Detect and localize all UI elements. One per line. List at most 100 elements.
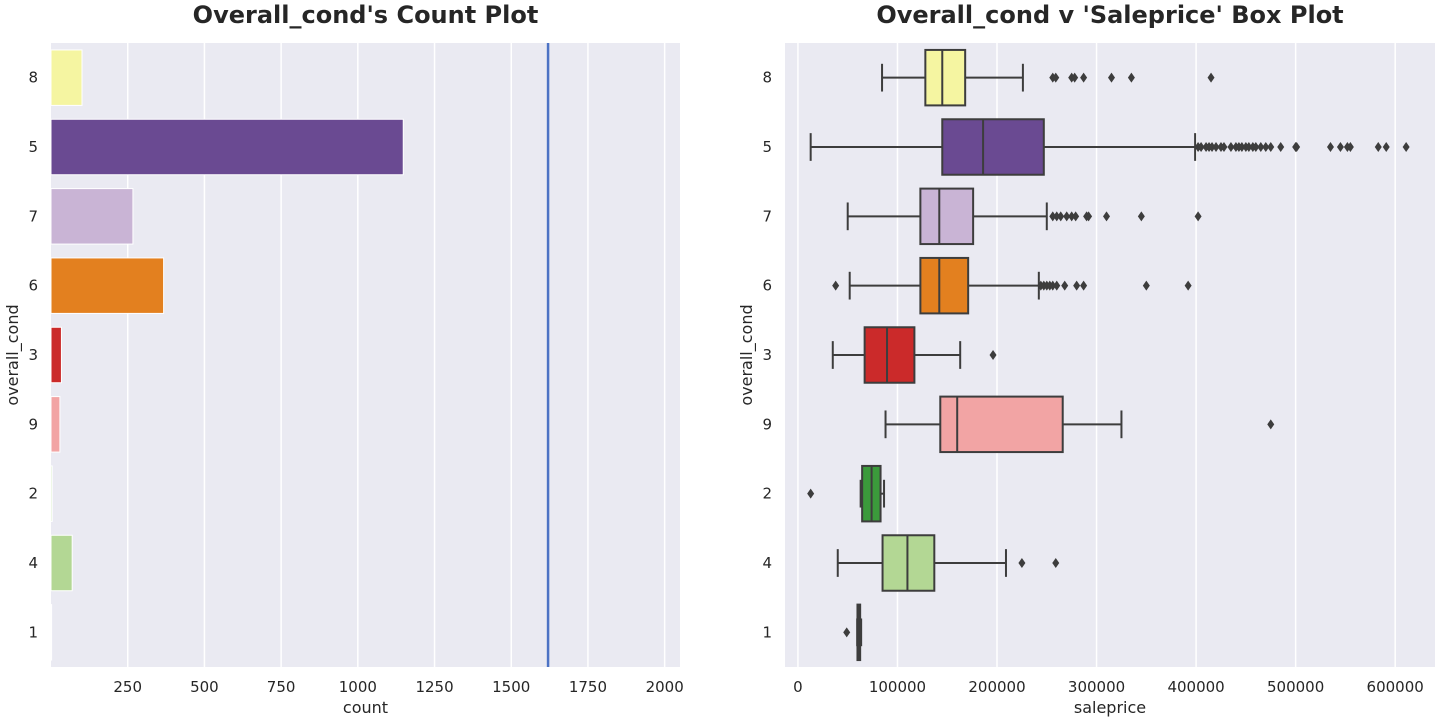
box-outlier — [843, 627, 851, 638]
box-plot-x-tick-label: 500000 — [1267, 678, 1324, 696]
box-outlier — [1072, 211, 1080, 222]
box-outlier — [1137, 211, 1145, 222]
box-outlier — [1107, 72, 1115, 83]
box-outlier — [1052, 72, 1060, 83]
box-outlier — [1277, 142, 1285, 152]
box-plot-x-tick-label: 600000 — [1367, 678, 1424, 696]
box-plot-y-tick-label: 5 — [762, 138, 772, 156]
count-plot-x-tick-label: 750 — [267, 678, 296, 696]
count-bar-1 — [50, 604, 53, 661]
box-7 — [846, 187, 1202, 246]
box-2 — [807, 464, 886, 523]
box-outlier — [1207, 72, 1215, 83]
box-plot-y-tick-label: 9 — [762, 415, 772, 433]
count-plot-y-tick-label: 5 — [28, 138, 38, 156]
box-plot-y-tick-label: 4 — [762, 554, 772, 572]
box-plot-x-label: saleprice — [1074, 698, 1146, 717]
box-plot-y-tick-label: 8 — [762, 69, 772, 87]
box-outlier — [1245, 142, 1253, 152]
box-outlier — [1049, 280, 1057, 291]
box-outlier — [1402, 142, 1410, 152]
count-bar-2 — [50, 465, 53, 522]
count-plot-bars — [50, 49, 404, 661]
box-outlier — [1073, 280, 1081, 291]
box-outlier — [1208, 142, 1216, 152]
box-outlier — [1080, 72, 1088, 83]
box-plot-y-tick-label: 7 — [762, 207, 772, 225]
box-outlier — [1080, 280, 1088, 291]
box-outlier — [1382, 142, 1390, 152]
box-outlier — [1326, 142, 1334, 152]
box-outlier — [1267, 419, 1275, 430]
box-outlier — [1293, 142, 1301, 152]
box-plot-x-tick-label: 100000 — [869, 678, 926, 696]
box-outlier — [1063, 211, 1071, 222]
box-outlier — [1071, 72, 1079, 83]
box-8 — [881, 48, 1215, 107]
box-plot-y-label: overall_cond — [737, 304, 757, 405]
box-outlier — [1052, 558, 1060, 568]
box-plot-title: Overall_cond v 'Saleprice' Box Plot — [876, 1, 1343, 29]
box-outlier — [1194, 211, 1202, 222]
box-outlier — [1057, 211, 1065, 222]
box-outlier — [1336, 142, 1344, 152]
box-5 — [809, 118, 1410, 176]
box-9 — [884, 395, 1275, 454]
count-plot-x-tick-label: 1000 — [339, 678, 377, 696]
count-bar-8 — [50, 49, 83, 106]
box-outlier — [1018, 558, 1026, 568]
count-plot-y-tick-label: 4 — [28, 554, 38, 572]
box-outlier — [1085, 211, 1093, 222]
count-plot-y-tick-label: 9 — [28, 415, 38, 433]
box-outlier — [1053, 280, 1061, 291]
box-plot-x-tick-label: 200000 — [968, 678, 1025, 696]
box-plot-y-tick-label: 6 — [762, 277, 772, 295]
box-1 — [843, 603, 863, 662]
count-plot-x-tick-label: 1750 — [569, 678, 607, 696]
count-plot-x-ticks: 250 500 750 1000 1250 1500 1750 2000 — [113, 678, 683, 696]
box-outlier — [832, 280, 840, 291]
count-bar-3 — [50, 326, 62, 384]
box-plot-y-tick-label: 3 — [762, 346, 772, 364]
box-plot-x-tick-label: 0 — [793, 678, 803, 696]
count-bar-4 — [50, 534, 73, 592]
box-outlier — [807, 488, 815, 499]
box-outlier — [1049, 211, 1057, 222]
box-plot-y-ticks: 8 5 7 6 3 9 2 4 1 — [762, 69, 772, 642]
box-iqr — [941, 118, 1045, 176]
count-plot-y-tick-label: 8 — [28, 69, 38, 87]
box-outlier — [1227, 142, 1235, 152]
count-plot-y-ticks: 8 5 7 6 3 9 2 4 1 — [28, 69, 38, 642]
box-outlier — [1212, 142, 1220, 152]
box-outlier — [1053, 211, 1061, 222]
count-plot-x-tick-label: 500 — [190, 678, 219, 696]
count-bar-5 — [50, 118, 404, 176]
box-outlier — [989, 350, 997, 360]
count-plot-y-label: overall_cond — [3, 304, 23, 405]
box-outlier — [1262, 142, 1270, 152]
box-iqr — [919, 187, 975, 246]
box-4 — [836, 534, 1060, 592]
box-iqr — [939, 395, 1064, 454]
count-bar-7 — [50, 188, 134, 245]
count-plot-x-tick-label: 250 — [113, 678, 142, 696]
box-outlier — [1374, 142, 1382, 152]
count-plot-y-tick-label: 1 — [28, 623, 38, 641]
box-plot-boxes — [807, 48, 1410, 662]
count-plot: 250 500 750 1000 1250 1500 1750 2000 857639241 … — [3, 1, 684, 717]
box-plot-y-tick-label: 1 — [762, 623, 772, 641]
box-outlier — [1267, 142, 1275, 152]
box-outlier — [1252, 142, 1260, 152]
box-outlier — [1184, 280, 1192, 291]
count-plot-x-tick-label: 1250 — [415, 678, 453, 696]
box-plot-y-tick-label: 2 — [762, 485, 772, 503]
count-plot-y-tick-label: 6 — [28, 277, 38, 295]
box-plot-x-tick-label: 400000 — [1167, 678, 1224, 696]
box-outlier — [1127, 72, 1135, 83]
box-outlier — [1346, 142, 1354, 152]
box-outlier — [1068, 211, 1076, 222]
box-outlier — [1197, 142, 1205, 152]
box-6 — [832, 256, 1192, 315]
